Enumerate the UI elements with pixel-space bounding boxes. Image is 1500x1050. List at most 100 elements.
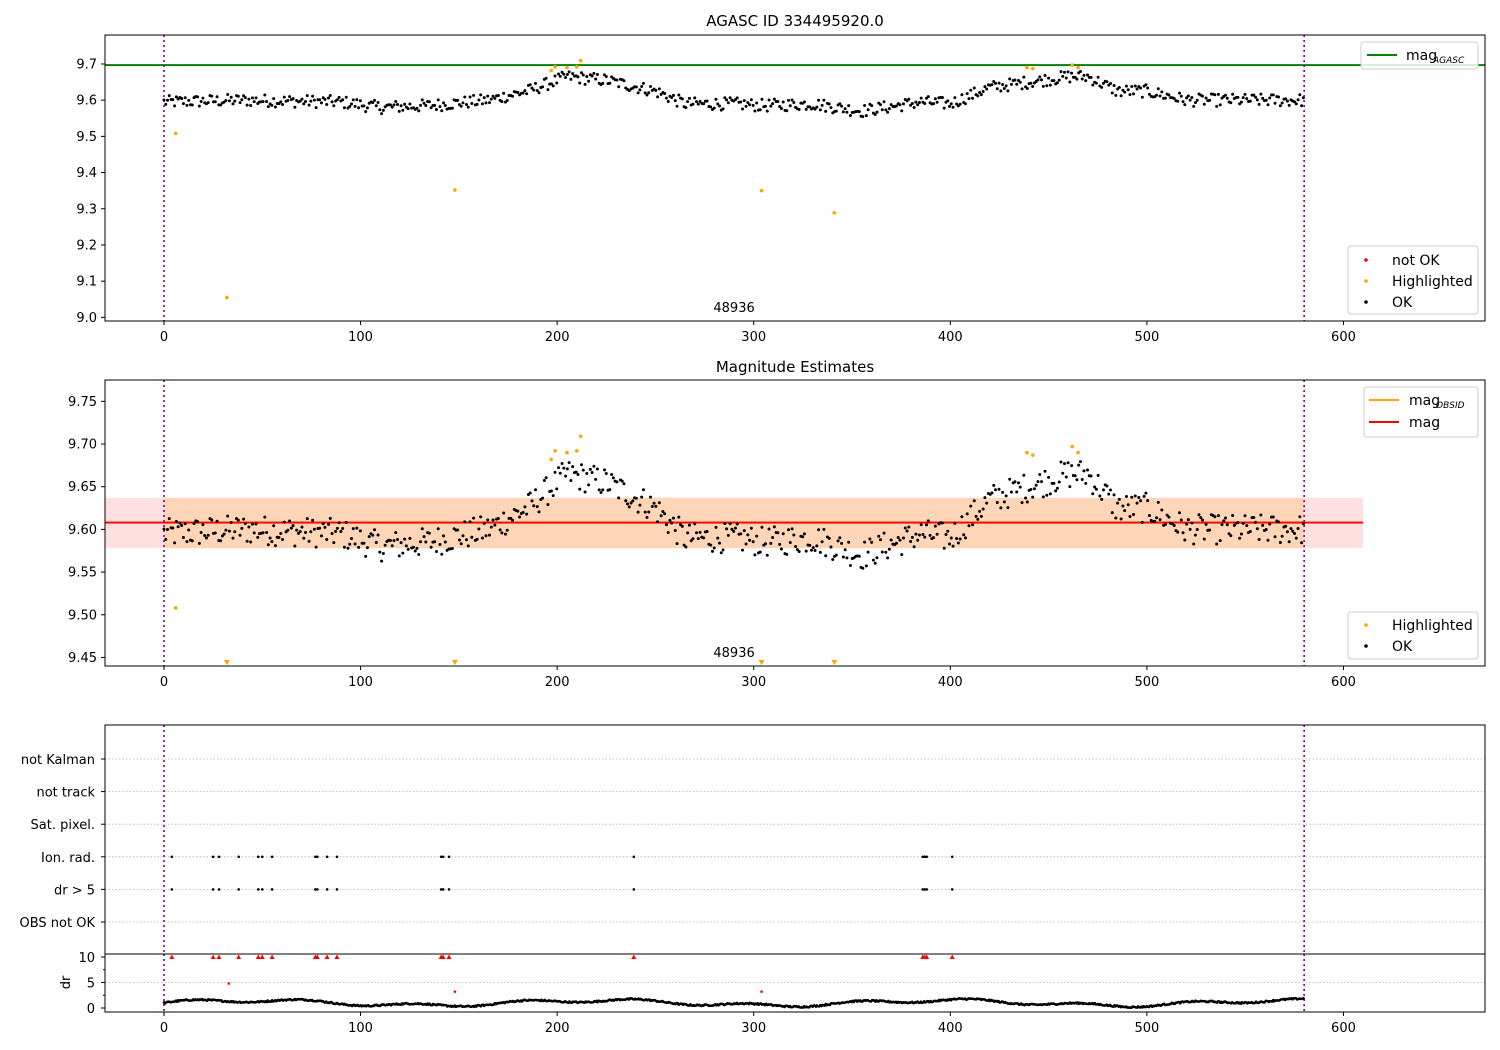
ok-point [728, 96, 732, 100]
ok-point [496, 516, 500, 520]
y-tick-label: 9.3 [76, 202, 97, 217]
ok-point [1280, 101, 1284, 105]
ok-point [468, 520, 472, 524]
ok-point [779, 106, 783, 110]
ok-point [417, 553, 421, 557]
ok-point [971, 523, 975, 527]
ok-point [649, 495, 653, 499]
ok-point [415, 106, 419, 110]
ok-point [813, 549, 817, 553]
ok-point [728, 522, 732, 526]
ok-point [831, 557, 835, 561]
ok-point [201, 523, 205, 527]
ok-point [880, 108, 884, 112]
ok-point [245, 539, 249, 543]
ok-point [222, 532, 226, 536]
ok-point [1137, 495, 1141, 499]
dr-clipped-marker [314, 954, 320, 959]
ok-point [647, 510, 651, 514]
ok-point [1038, 75, 1042, 79]
ok-point [231, 536, 235, 540]
ok-point [971, 96, 975, 100]
ok-point [1063, 70, 1067, 74]
ok-point [1155, 516, 1159, 520]
ok-point [558, 74, 562, 78]
x-tick-label: 500 [1134, 1021, 1159, 1036]
ok-point [758, 108, 762, 112]
ok-point [197, 541, 201, 545]
x-tick-label: 0 [160, 675, 168, 690]
ok-point [220, 534, 224, 538]
ok-point [183, 522, 187, 526]
ok-point [1167, 515, 1171, 519]
ok-point [1089, 474, 1093, 478]
ok-point [1192, 104, 1196, 108]
ok-point [1015, 490, 1019, 494]
ok-point [173, 104, 177, 108]
ok-point [1188, 98, 1192, 102]
ok-point [753, 109, 757, 113]
legend-box [1347, 245, 1479, 315]
ok-point [771, 102, 775, 106]
ok-point [1048, 83, 1052, 87]
ok-point [983, 496, 987, 500]
x-tick-label: 100 [348, 330, 373, 345]
ok-point [1070, 464, 1074, 468]
ok-point [196, 95, 200, 99]
ok-point [1135, 501, 1139, 505]
ok-point [634, 496, 638, 500]
ok-point [649, 84, 653, 88]
ok-point [1052, 481, 1056, 485]
ok-point [530, 499, 534, 503]
ok-point [261, 100, 265, 104]
ok-point [1105, 80, 1109, 84]
ok-point [1013, 480, 1017, 484]
ok-point [994, 81, 998, 85]
ok-point [270, 540, 274, 544]
ok-point [951, 105, 955, 109]
ok-point [1296, 527, 1300, 531]
ok-point [252, 531, 256, 535]
ok-point [417, 109, 421, 113]
ok-point [1059, 460, 1063, 464]
ok-point [376, 533, 380, 537]
ok-point [1144, 491, 1148, 495]
ok-point [1278, 104, 1282, 108]
ok-point [247, 525, 251, 529]
ok-point [367, 535, 371, 539]
x-tick-label: 400 [938, 330, 963, 345]
ok-point [755, 534, 759, 538]
ok-point [422, 101, 426, 105]
ok-point [304, 530, 308, 534]
ok-point [958, 537, 962, 541]
y-tick-label: 9.45 [68, 651, 97, 666]
legend-box [1347, 611, 1479, 660]
ok-point [820, 540, 824, 544]
dr-red-point [227, 982, 231, 985]
ok-point [1006, 89, 1010, 93]
ok-point [509, 516, 513, 520]
ok-point [1048, 492, 1052, 496]
ok-point [475, 102, 479, 106]
ok-point [388, 538, 392, 542]
ok-point [746, 101, 750, 105]
ok-point [864, 114, 868, 118]
ok-point [319, 534, 323, 538]
y-tick-label: 9.7 [76, 57, 97, 72]
ok-point [1147, 514, 1151, 518]
ok-point [1045, 84, 1049, 88]
highlighted-point [1070, 63, 1074, 67]
highlighted-point [574, 65, 579, 69]
highlighted-point [553, 449, 557, 453]
ok-point [905, 529, 909, 533]
ok-point [810, 548, 814, 552]
ok-point [358, 529, 362, 533]
ok-point [496, 94, 500, 98]
ok-point [1124, 494, 1128, 498]
ok-point [992, 80, 996, 84]
flag-point [925, 888, 929, 891]
ok-point [282, 520, 286, 524]
ok-point [463, 520, 467, 524]
ok-point [408, 536, 412, 540]
ok-point [1264, 528, 1268, 532]
